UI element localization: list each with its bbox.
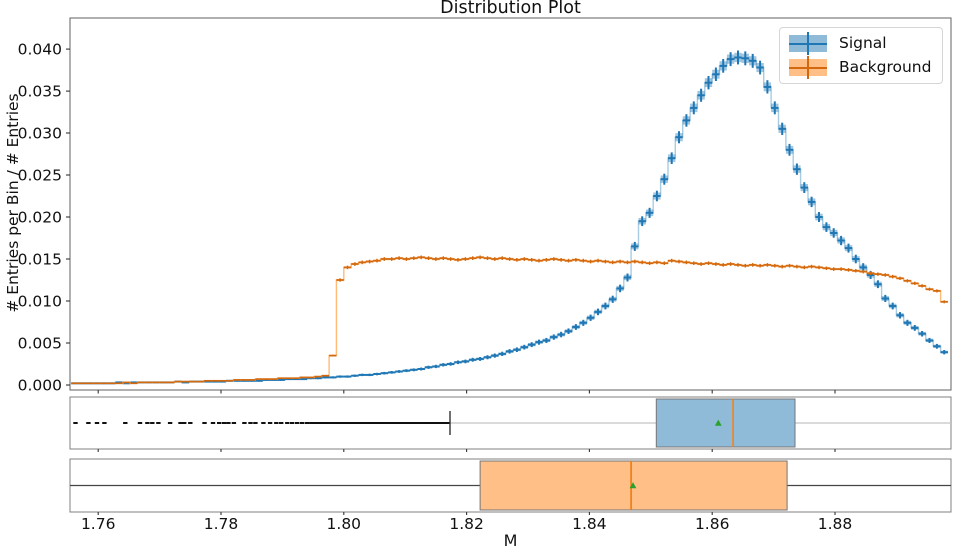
boxplot-signal: [69, 396, 952, 452]
svg-text:0.035: 0.035: [18, 82, 62, 100]
svg-text:1.86: 1.86: [695, 515, 730, 533]
x-tick-labels: 1.76 1.78 1.80 1.82 1.84 1.86 1.88: [81, 515, 852, 533]
chart-title: Distribution Plot: [440, 0, 581, 18]
legend-label-background: Background: [839, 57, 932, 76]
x-axis-label: M: [503, 531, 518, 549]
main-axes: 0.000 0.005 0.010 0.015 0.020 0.025 0.030 0.035…: [18, 17, 952, 394]
svg-text:0.040: 0.040: [18, 40, 62, 58]
series-signal: [71, 50, 948, 385]
svg-text:0.010: 0.010: [18, 292, 62, 310]
svg-text:0.005: 0.005: [18, 334, 62, 352]
legend: Signal Background: [779, 27, 944, 84]
svg-text:1.76: 1.76: [81, 515, 116, 533]
svg-text:0.025: 0.025: [18, 166, 62, 184]
boxplot-background: [69, 458, 952, 515]
background-swatch-icon: [789, 56, 827, 79]
series-background: [71, 255, 948, 385]
legend-item-signal: Signal: [789, 32, 931, 55]
svg-text:0.030: 0.030: [18, 124, 62, 142]
svg-text:0.015: 0.015: [18, 250, 62, 268]
legend-label-signal: Signal: [839, 33, 887, 52]
signal-swatch-icon: [789, 32, 827, 55]
svg-text:0.020: 0.020: [18, 208, 62, 226]
svg-text:1.84: 1.84: [572, 515, 607, 533]
svg-text:1.82: 1.82: [449, 515, 484, 533]
svg-text:0.000: 0.000: [18, 376, 62, 394]
svg-text:1.88: 1.88: [818, 515, 853, 533]
svg-text:1.80: 1.80: [327, 515, 362, 533]
svg-text:1.78: 1.78: [204, 515, 239, 533]
legend-item-background: Background: [789, 56, 932, 79]
